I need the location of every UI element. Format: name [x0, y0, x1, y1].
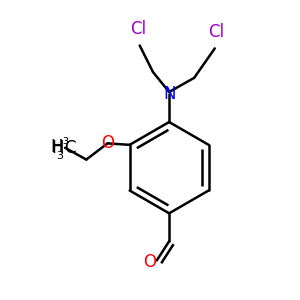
Text: O: O: [143, 253, 156, 271]
Text: 3: 3: [57, 151, 64, 161]
Text: N: N: [163, 85, 175, 103]
Text: H: H: [50, 138, 63, 156]
Text: Cl: Cl: [130, 20, 146, 38]
Text: H: H: [51, 139, 64, 157]
Text: ₃: ₃: [63, 132, 69, 147]
Text: Cl: Cl: [208, 23, 224, 41]
Text: O: O: [101, 134, 114, 152]
Text: C: C: [64, 139, 75, 157]
